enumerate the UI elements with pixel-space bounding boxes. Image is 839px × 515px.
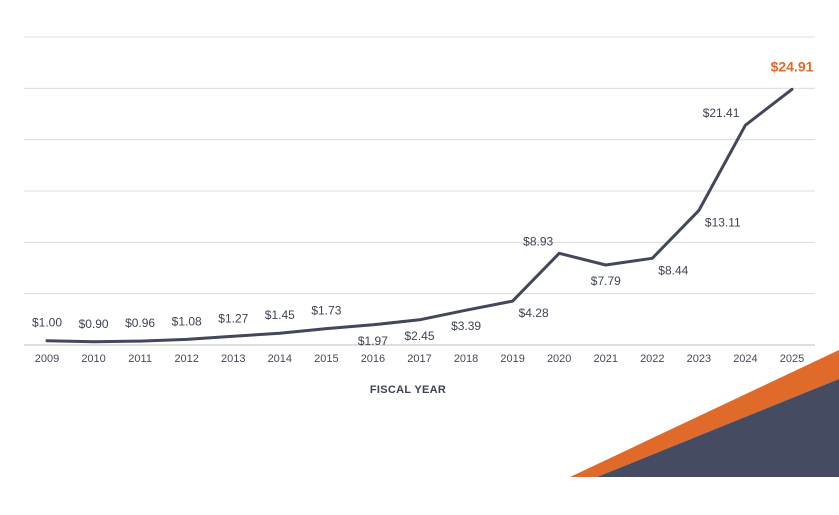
data-label: $1.45 [265,308,295,322]
x-axis-title: FISCAL YEAR [370,384,446,396]
corner-decoration [570,350,839,477]
x-tick-label: 2020 [547,353,571,365]
data-label: $1.27 [218,311,248,325]
data-label: $0.90 [79,317,109,331]
x-tick-label: 2022 [640,353,664,365]
data-label: $21.41 [703,106,740,120]
data-label: $3.39 [451,319,481,333]
x-tick-label: 2011 [128,353,152,365]
data-label: $0.96 [125,316,155,330]
x-tick-label: 2009 [35,353,59,365]
decor-navy-shape [597,379,839,477]
x-tick-label: 2024 [733,353,757,365]
x-tick-label: 2025 [780,353,804,365]
x-tick-label: 2010 [81,353,105,365]
data-label: $1.97 [358,334,388,348]
x-tick-label: 2014 [268,353,292,365]
data-label: $2.45 [404,329,434,343]
x-tick-label: 2019 [500,353,524,365]
x-tick-label: 2023 [687,353,711,365]
x-tick-label: 2017 [407,353,431,365]
data-label: $7.79 [591,274,621,288]
data-labels: $1.00 $0.90 $0.96 $1.08 $1.27 $1.45 $1.73 $1.97… [32,58,814,348]
data-label: $4.28 [519,306,549,320]
decor-orange-shape [570,350,839,477]
x-axis-ticks: 2009 2010 2011 2012 2013 2014 2015 2016 2017 2018… [35,353,804,365]
gridlines [24,36,815,346]
data-label: $8.44 [658,263,688,277]
data-label: $24.91 [771,58,814,74]
x-tick-label: 2012 [174,353,198,365]
data-label: $1.08 [172,314,202,328]
series-line [45,87,794,344]
x-tick-label: 2021 [594,353,618,365]
data-label: $8.93 [523,234,553,248]
data-label: $13.11 [705,215,741,229]
data-label: $1.00 [32,316,62,330]
x-tick-label: 2015 [314,353,338,365]
data-label: $1.73 [311,304,341,318]
x-tick-label: 2018 [454,353,478,365]
x-tick-label: 2016 [361,353,385,365]
x-tick-label: 2013 [221,353,245,365]
